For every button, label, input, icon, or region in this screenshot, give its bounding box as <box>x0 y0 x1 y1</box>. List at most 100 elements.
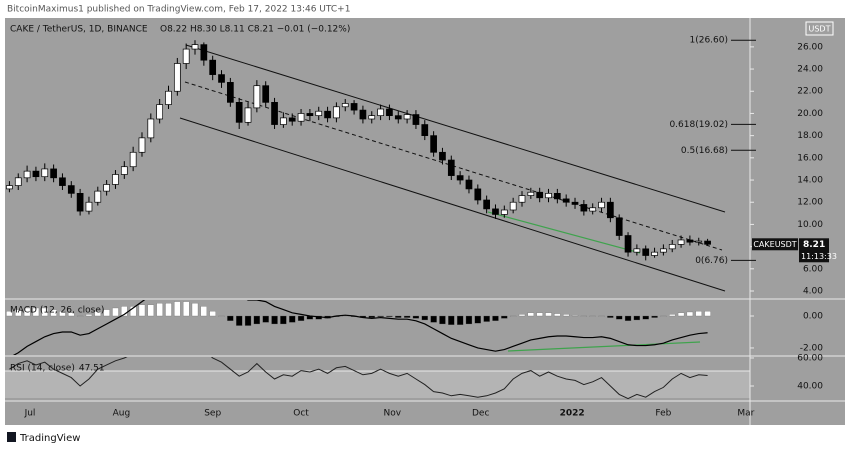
histogram-bar <box>6 311 13 317</box>
candle-body <box>262 85 270 103</box>
y-tick-label: 24.00 <box>797 65 823 75</box>
candle-body <box>368 115 376 120</box>
candle-body <box>518 195 526 203</box>
histogram-bar <box>704 311 711 317</box>
candle-body <box>562 198 570 203</box>
candle-body <box>527 191 535 196</box>
candle-body <box>660 248 667 253</box>
candle-body <box>677 239 685 245</box>
candle-body <box>553 192 561 200</box>
candle-body <box>580 204 588 212</box>
histogram-bar <box>554 313 561 317</box>
histogram-bar <box>395 315 402 318</box>
histogram-bar <box>138 304 146 317</box>
histogram-bar <box>651 315 658 318</box>
histogram-bar <box>642 315 649 320</box>
candle-body <box>182 48 190 64</box>
pane-title: RSI (14, close) <box>10 364 75 374</box>
candle-body <box>280 117 287 125</box>
candle-body <box>76 192 84 212</box>
histogram-bar <box>563 314 570 317</box>
y-tick-label: 40.00 <box>797 381 823 391</box>
histogram-bar <box>85 314 93 317</box>
y-tick-label: -2.00 <box>800 343 824 353</box>
publisher: BitcoinMaximus1 published on TradingView… <box>7 5 350 15</box>
y-tick-label: 22.00 <box>797 87 823 97</box>
histogram-bar <box>669 314 676 317</box>
x-tick-label: Aug <box>113 409 131 419</box>
histogram-bar <box>68 312 75 317</box>
y-tick-label: 0.00 <box>803 311 823 321</box>
fib-label: 0(6.76) <box>695 256 728 266</box>
histogram-bar <box>244 315 252 326</box>
y-tick-label: 6.00 <box>803 264 823 274</box>
symbol-tag-bg <box>752 238 798 251</box>
histogram-bar <box>165 303 172 317</box>
channel-upper <box>185 44 726 213</box>
histogram-bar <box>456 315 464 325</box>
candle-body <box>615 217 623 236</box>
x-tick-label: 2022 <box>560 409 585 419</box>
candle-body <box>430 135 437 153</box>
candle-body <box>147 118 155 139</box>
candle-body <box>165 90 172 105</box>
histogram-bar <box>677 312 685 317</box>
fib-label: 1(26.60) <box>689 36 728 46</box>
candle-body <box>112 174 119 185</box>
candle-body <box>465 179 473 190</box>
histogram-bar <box>421 315 428 321</box>
candle-body <box>589 207 597 212</box>
candle-body <box>253 85 261 109</box>
pane-title: MACD (12, 26, close) <box>10 306 104 316</box>
candle-body <box>651 251 658 256</box>
candle-body <box>536 191 544 199</box>
histogram-bar <box>76 315 84 317</box>
histogram-bar <box>403 315 411 318</box>
histogram-bar <box>50 309 57 317</box>
candle-body <box>492 208 499 215</box>
histogram-bar <box>439 315 446 325</box>
candle-body <box>235 101 243 123</box>
histogram-bar <box>536 312 543 317</box>
candle-body <box>394 115 402 120</box>
candle-body <box>129 151 137 168</box>
fib-label: 0.618(19.02) <box>669 120 728 130</box>
histogram-bar <box>368 315 375 318</box>
candle-body <box>341 103 349 108</box>
histogram-bar <box>430 315 437 323</box>
candle-body <box>271 101 278 125</box>
histogram-bar <box>147 304 154 317</box>
candle-body <box>59 177 66 186</box>
histogram-bar <box>518 314 526 317</box>
histogram-bar <box>94 311 101 317</box>
support-line <box>487 211 641 254</box>
histogram-bar <box>686 311 694 317</box>
candle-body <box>386 108 393 117</box>
candle-body <box>668 244 676 250</box>
candle-body <box>14 177 22 186</box>
histogram-bar <box>280 315 287 325</box>
candle-body <box>483 199 490 210</box>
candle-body <box>704 240 711 245</box>
histogram-bar <box>15 309 22 317</box>
candle-body <box>138 137 146 153</box>
last-price: 8.21 <box>803 240 825 250</box>
histogram-bar <box>492 315 499 321</box>
candle-body <box>324 110 331 119</box>
histogram-bar <box>598 315 605 317</box>
candle-body <box>439 151 446 161</box>
candle-body <box>227 82 234 103</box>
fib-label: 0.5(16.68) <box>681 146 728 156</box>
currency-box <box>805 21 834 36</box>
candle-body <box>41 168 49 178</box>
candle-body <box>500 209 508 215</box>
x-tick-label: Sep <box>204 409 221 419</box>
brand: TradingView <box>19 433 80 444</box>
currency: USDT <box>809 25 831 34</box>
y-tick-label: 14.00 <box>797 176 823 186</box>
histogram-bar <box>589 315 596 317</box>
x-tick-label: Feb <box>655 409 671 419</box>
histogram-bar <box>236 315 243 326</box>
histogram-bar <box>695 311 702 317</box>
